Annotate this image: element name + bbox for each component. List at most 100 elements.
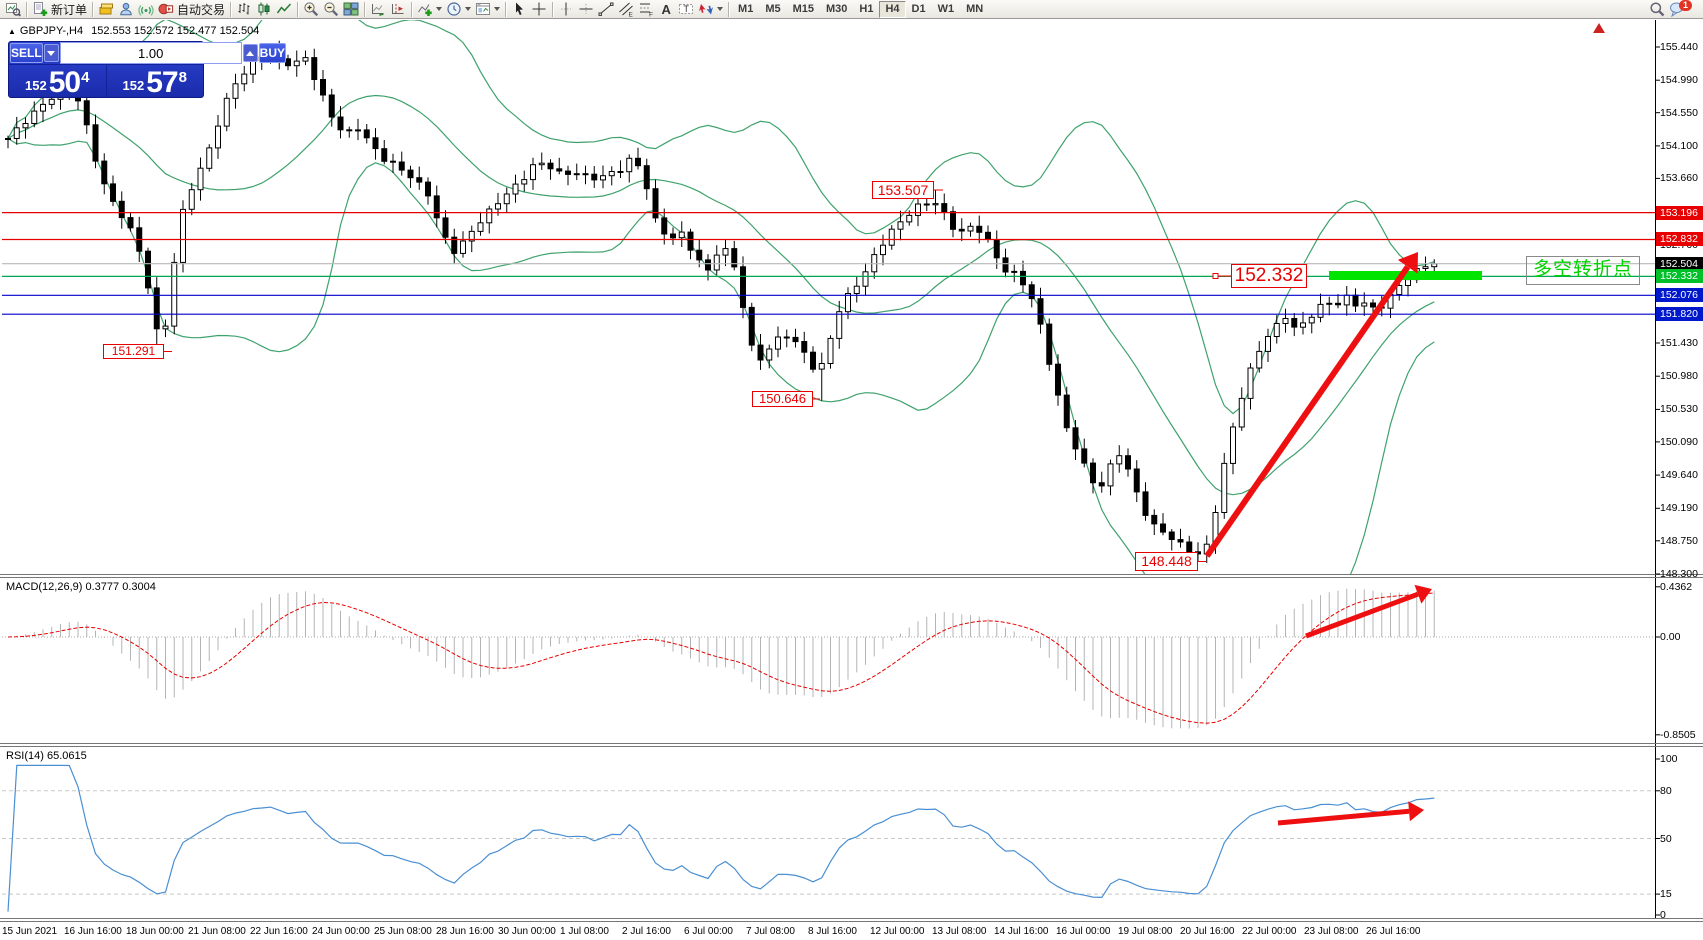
equidistant-channel-button[interactable]: E — [616, 1, 636, 18]
text-label-button[interactable]: T — [676, 1, 696, 18]
signals-button[interactable] — [136, 1, 156, 18]
time-axis-tick: 8 Jul 16:00 — [808, 926, 857, 937]
toolbar-separator — [297, 1, 299, 17]
market-button[interactable] — [96, 1, 116, 18]
time-axis-tick: 19 Jul 08:00 — [1118, 926, 1173, 937]
new-chart-button[interactable] — [3, 1, 23, 18]
macd-axis-tick: 0.4362 — [1660, 580, 1693, 593]
sell-price-sup: 4 — [81, 69, 90, 86]
price-callout-label[interactable]: 152.332 — [1231, 264, 1307, 288]
symbol-name: GBPJPY-,H4 — [19, 25, 84, 37]
time-axis-tick: 20 Jul 16:00 — [1180, 926, 1235, 937]
timeframe-m1[interactable]: M1 — [738, 2, 754, 15]
autotrading-button[interactable]: 自动交易 — [156, 1, 227, 18]
toolbar-separator — [411, 1, 413, 17]
chevron-down-icon — [47, 50, 56, 56]
price-axis-tick: 149.190 — [1660, 502, 1698, 515]
time-axis-tick: 2 Jul 16:00 — [622, 926, 671, 937]
time-axis-tick: 7 Jul 08:00 — [746, 926, 795, 937]
toolbar-separator — [552, 1, 554, 17]
horizontal-line-icon — [578, 1, 594, 17]
horizontal-line-button[interactable] — [576, 1, 596, 18]
sell-price[interactable]: 152 50 4 — [9, 65, 107, 98]
panel-collapse-icon[interactable]: ▲ — [8, 27, 16, 36]
time-axis-tick: 22 Jun 16:00 — [250, 926, 308, 937]
time-axis: 15 Jun 2021 16 Jun 16:00 18 Jun 00:00 21 Ju… — [0, 922, 1703, 940]
price-callout-label[interactable]: 153.507 — [872, 181, 934, 199]
svg-text:A: A — [662, 2, 672, 17]
fibonacci-button[interactable]: F — [636, 1, 656, 18]
timeframe-m5[interactable]: M5 — [765, 2, 781, 15]
timeframe-h4[interactable]: H4 — [879, 0, 906, 18]
macd-axis-tick: -0.8505 — [1660, 728, 1696, 741]
new-order-label: 新订单 — [51, 2, 88, 17]
trendline-button[interactable] — [596, 1, 616, 18]
level-price-badge: 152.832 — [1656, 232, 1703, 247]
buy-price[interactable]: 152 57 8 — [107, 65, 204, 98]
new-order-icon — [32, 1, 48, 17]
time-axis-tick: 21 Jun 08:00 — [188, 926, 246, 937]
buy-button[interactable]: BUY — [258, 43, 287, 63]
turning-point-annotation[interactable]: 多空转折点 — [1526, 256, 1640, 285]
zoom-out-button[interactable] — [321, 1, 341, 18]
fibonacci-icon: F — [638, 1, 654, 17]
chevron-down-icon — [494, 7, 501, 11]
periods-button[interactable] — [444, 1, 473, 18]
chart-line-button[interactable] — [274, 1, 294, 18]
volume-decrease-button[interactable] — [43, 44, 59, 62]
timeframe-d1[interactable]: D1 — [911, 2, 926, 15]
macd-main-value: 0.3777 — [85, 581, 120, 593]
chart-bars-button[interactable] — [234, 1, 254, 18]
notification-badge: 1 — [1678, 0, 1692, 11]
rsi-axis-tick: 0 — [1660, 909, 1666, 921]
sell-price-main: 50 — [48, 66, 81, 99]
timeframe-h1[interactable]: H1 — [859, 2, 874, 15]
chart-shift-button[interactable] — [388, 1, 408, 18]
price-axis-tick: 155.440 — [1660, 41, 1698, 53]
new-order-button[interactable]: 新订单 — [30, 1, 89, 18]
timeframe-w1[interactable]: W1 — [937, 2, 955, 15]
chart-candles-button[interactable] — [254, 1, 274, 18]
auto-scroll-button[interactable] — [368, 1, 388, 18]
tile-windows-button[interactable] — [341, 1, 361, 18]
search-button[interactable] — [1647, 1, 1667, 18]
sell-price-prefix: 152 — [25, 78, 47, 93]
templates-button[interactable] — [473, 1, 502, 18]
time-axis-tick: 14 Jul 16:00 — [994, 926, 1049, 937]
crosshair-button[interactable] — [529, 1, 549, 18]
time-axis-tick: 24 Jun 00:00 — [312, 926, 370, 937]
timeframe-mn[interactable]: MN — [966, 2, 984, 15]
tile-windows-icon — [343, 1, 359, 17]
periods-icon — [446, 1, 462, 17]
zoom-in-button[interactable] — [301, 1, 321, 18]
timeframe-m30[interactable]: M30 — [826, 2, 848, 15]
text-button[interactable]: A — [656, 1, 676, 18]
sell-button[interactable]: SELL — [10, 43, 43, 63]
cursor-button[interactable] — [509, 1, 529, 18]
toolbar-separator — [728, 1, 730, 17]
price-axis-tick: 153.660 — [1660, 172, 1698, 185]
notifications-button[interactable]: 1 — [1667, 0, 1700, 18]
current-bid-price-badge: 152.504 — [1656, 256, 1703, 271]
zoom-in-icon — [303, 1, 319, 17]
toolbar: 新订单 自动交易 E F A T M1 M5 M15 M30 H1 H4 D1 W1 MN 1 — [0, 0, 1703, 19]
indicators-button[interactable] — [415, 1, 444, 18]
rsi-indicator-label: RSI(14) 65.0615 — [6, 750, 87, 762]
arrows-button[interactable] — [696, 1, 725, 18]
price-callout-label[interactable]: 150.646 — [752, 391, 813, 407]
trendline-icon — [598, 1, 614, 17]
rsi-value: 65.0615 — [46, 750, 87, 762]
volume-increase-button[interactable] — [242, 44, 258, 62]
rsi-name: RSI(14) — [6, 750, 44, 762]
metaeditor-button[interactable] — [116, 1, 136, 18]
level-price-badge: 153.196 — [1656, 205, 1703, 220]
timeframe-m15[interactable]: M15 — [792, 2, 814, 15]
price-callout-label[interactable]: 148.448 — [1135, 552, 1198, 571]
price-axis-tick: 149.640 — [1660, 469, 1698, 482]
price-callout-label[interactable]: 151.291 — [103, 344, 164, 359]
vertical-line-button[interactable] — [556, 1, 576, 18]
volume-input[interactable] — [59, 42, 242, 64]
chart-candles-icon — [256, 1, 272, 17]
